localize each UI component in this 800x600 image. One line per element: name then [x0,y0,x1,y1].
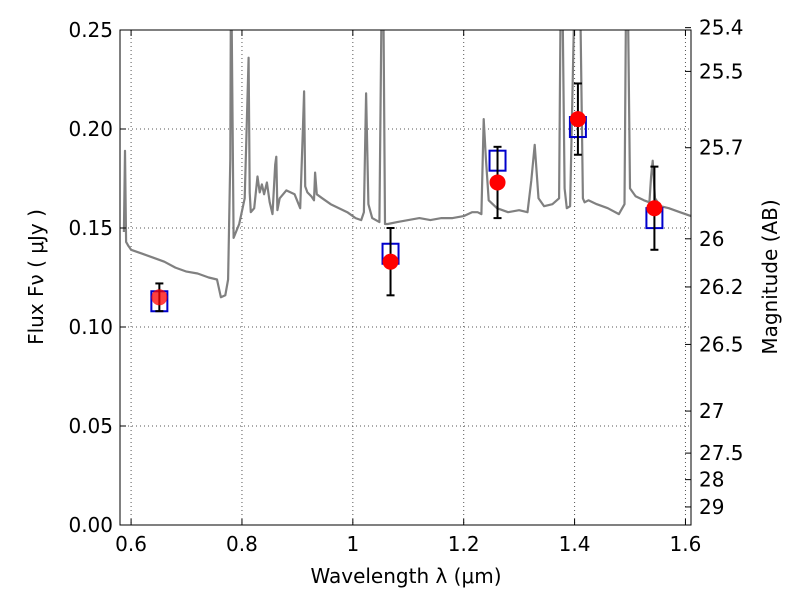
x-tick-label: 0.6 [115,532,147,556]
axis-ticks: 0.6 0.8 1 1.2 1.4 1.6 0.00 0.05 0.10 0.15 0.20 0.25… [68,16,743,556]
x-tick-label: 1.6 [670,532,702,556]
x-tick-label: 1.2 [448,532,480,556]
observed-point [569,111,586,128]
y2-axis-title: Magnitude (AB) [758,199,782,354]
x-axis-title: Wavelength λ (μm) [310,564,501,588]
observed-point [382,253,399,270]
y2-tick-label: 26.5 [699,332,744,356]
grid-lines [120,29,691,526]
observed-point [489,174,506,191]
y2-tick-label: 25.7 [699,136,744,160]
y-tick-label: 0.05 [68,414,113,438]
y-tick-label: 0.25 [68,18,113,42]
y-tick-label: 0.00 [68,513,113,537]
y-tick-label: 0.20 [68,117,113,141]
y2-tick-label: 29 [699,495,724,519]
spectrum-line [122,30,691,299]
y-axis-title: Flux Fν ( μJy ) [24,209,48,345]
observed-point [646,200,663,217]
observed-photometry-series [151,111,663,306]
y2-tick-label: 25.4 [699,16,744,40]
y2-tick-label: 27.5 [699,441,744,465]
y2-tick-label: 25.5 [699,59,744,83]
y2-tick-label: 27 [699,399,724,423]
y-tick-label: 0.10 [68,315,113,339]
y2-tick-label: 26.2 [699,275,744,299]
x-tick-label: 1.4 [559,532,591,556]
spectrum-series [122,30,691,299]
observed-point [151,289,168,306]
y2-tick-label: 28 [699,468,724,492]
y-tick-label: 0.15 [68,216,113,240]
y2-tick-label: 26 [699,227,724,251]
plot-frame [119,29,692,526]
x-tick-label: 1 [346,532,359,556]
x-tick-label: 0.8 [226,532,258,556]
